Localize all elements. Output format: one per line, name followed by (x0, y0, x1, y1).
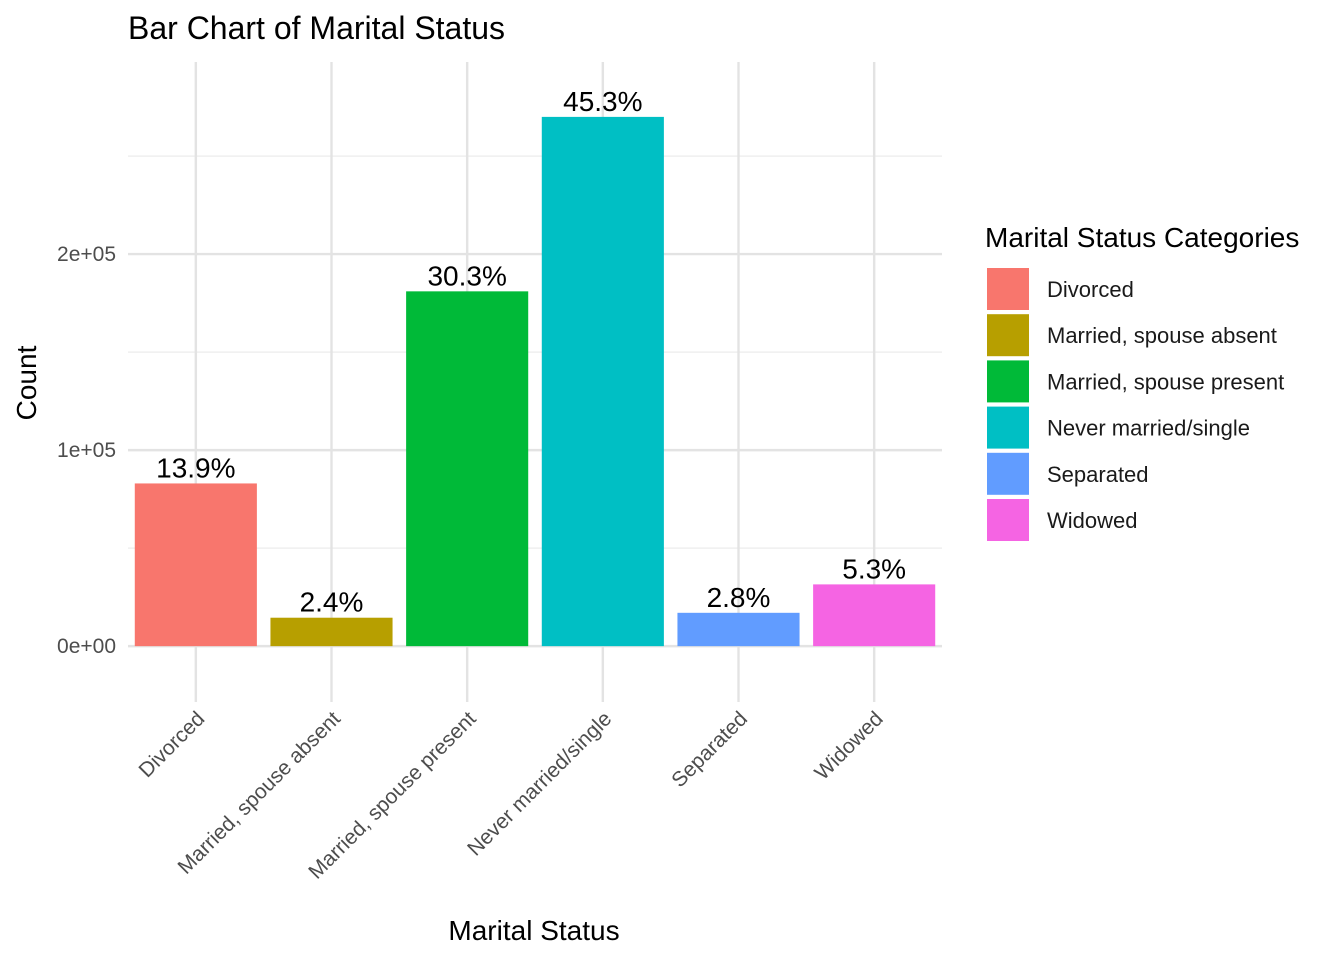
legend-key (987, 499, 1029, 541)
x-tick-label: Never married/single (463, 707, 616, 860)
legend: Marital Status Categories Divorced Marrie… (985, 222, 1299, 541)
legend-item-label: Widowed (1047, 508, 1137, 533)
y-axis-title: Count (11, 345, 42, 420)
legend-key (987, 360, 1029, 403)
legend-key (987, 314, 1029, 357)
legend-key (987, 268, 1029, 310)
bar (677, 612, 800, 647)
y-tick-label: 2e+05 (57, 243, 116, 266)
bar (541, 116, 664, 647)
legend-item-label: Married, spouse absent (1047, 323, 1277, 348)
bar-labels: 13.9% 2.4% 30.3% 45.3% 2.8% 5.3% (156, 86, 906, 618)
bar (406, 291, 529, 647)
x-tick-label: Widowed (810, 707, 887, 784)
x-tick-label: Divorced (135, 707, 210, 782)
x-tick-label: Separated (667, 707, 752, 792)
bars (134, 116, 936, 647)
bar (813, 584, 936, 647)
y-axis: 0e+00 1e+05 2e+05 (57, 243, 116, 658)
chart-title: Bar Chart of Marital Status (128, 10, 505, 46)
bar-value-label: 30.3% (427, 260, 506, 291)
legend-key (987, 406, 1029, 449)
bar-value-label: 2.8% (707, 582, 771, 613)
y-tick-label: 0e+00 (57, 635, 116, 658)
y-tick-label: 1e+05 (57, 439, 116, 462)
legend-title: Marital Status Categories (985, 222, 1299, 253)
legend-item-label: Never married/single (1047, 416, 1250, 441)
bar-value-label: 45.3% (563, 86, 642, 117)
bar (134, 483, 257, 647)
legend-item-label: Divorced (1047, 277, 1134, 302)
legend-item-label: Married, spouse present (1047, 369, 1284, 394)
bar-value-label: 13.9% (156, 452, 235, 483)
legend-key (987, 452, 1029, 495)
bar-value-label: 5.3% (842, 553, 906, 584)
bar (270, 617, 393, 647)
legend-item-label: Separated (1047, 462, 1149, 487)
x-axis-title: Marital Status (448, 915, 619, 946)
bar-value-label: 2.4% (300, 587, 364, 618)
